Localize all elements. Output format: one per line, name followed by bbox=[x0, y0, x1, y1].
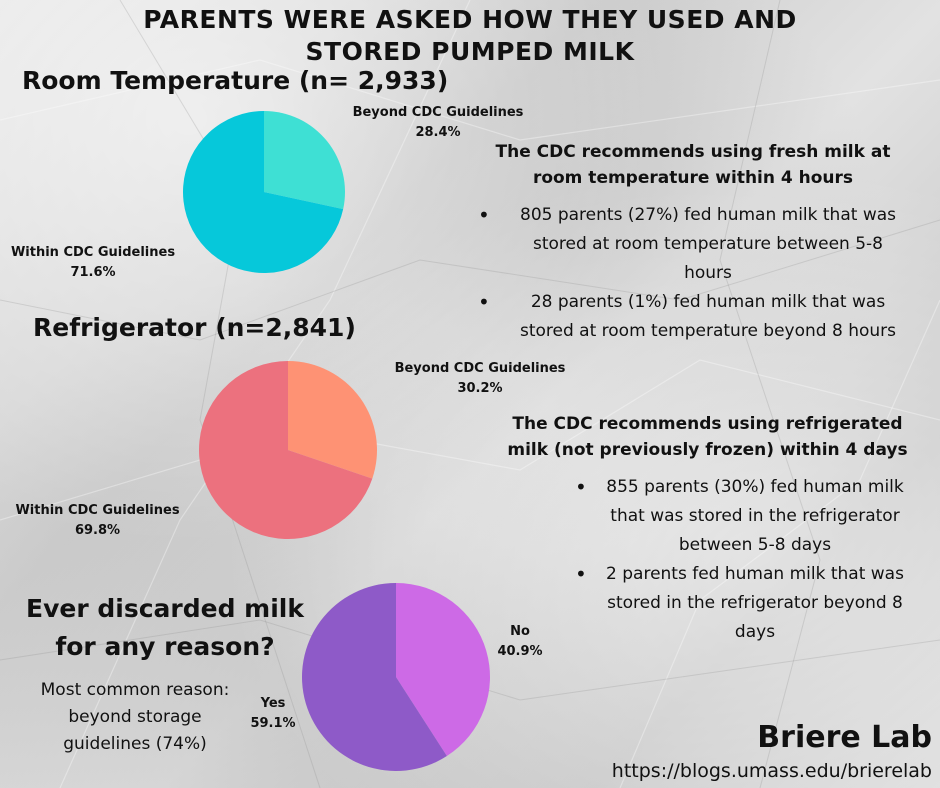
refrigerator-beyond-slice bbox=[288, 361, 377, 479]
discard-yes-slice bbox=[301, 583, 447, 771]
refrigerator-recommendation: The CDC recommends using refrigerated mi… bbox=[507, 414, 908, 460]
main-title-line-1: PARENTS WERE ASKED HOW THEY USED AND bbox=[143, 5, 797, 34]
refrigerator-within-slice bbox=[199, 361, 373, 539]
discard-question-line-1: Ever discarded milk bbox=[26, 594, 304, 623]
discard-reason: Most common reason: beyond storage guide… bbox=[40, 680, 230, 754]
refrigerator-title: Refrigerator (n=2,841) bbox=[33, 313, 356, 342]
refrigerator-beyond-label-text: Beyond CDC Guidelines bbox=[394, 361, 566, 376]
room-temp-beyond-label-text: Beyond CDC Guidelines bbox=[352, 105, 524, 120]
discard-yes-label: Yes 59.1% bbox=[245, 694, 301, 734]
refrigerator-within-value: 69.8% bbox=[74, 523, 121, 538]
refrigerator-beyond-label: Beyond CDC Guidelines 30.2% bbox=[380, 359, 580, 399]
room-temp-beyond-slice bbox=[264, 111, 345, 210]
room-temp-within-value: 71.6% bbox=[70, 265, 116, 280]
discard-no-slice bbox=[396, 583, 490, 757]
room-temp-recommendation-block: The CDC recommends using fresh milk at r… bbox=[478, 139, 908, 346]
discard-yes-label-text: Yes bbox=[260, 696, 286, 711]
room-temp-title: Room Temperature (n= 2,933) bbox=[22, 66, 449, 95]
lab-name: Briere Lab bbox=[757, 720, 932, 755]
lab-url[interactable]: https://blogs.umass.edu/brierelab bbox=[611, 760, 932, 782]
refrigerator-bullet-list: 855 parents (30%) fed human milk that wa… bbox=[575, 473, 905, 647]
room-temp-beyond-label: Beyond CDC Guidelines 28.4% bbox=[338, 103, 538, 143]
main-title: PARENTS WERE ASKED HOW THEY USED AND STO… bbox=[0, 4, 940, 68]
refrigerator-within-label-text: Within CDC Guidelines bbox=[15, 503, 180, 518]
room-temp-bullet-1: 805 parents (27%) fed human milk that wa… bbox=[478, 201, 908, 288]
room-temp-within-label-text: Within CDC Guidelines bbox=[10, 245, 176, 260]
refrigerator-within-label: Within CDC Guidelines 69.8% bbox=[5, 501, 190, 541]
refrigerator-bullet-1: 855 parents (30%) fed human milk that wa… bbox=[575, 473, 905, 560]
discard-no-value: 40.9% bbox=[497, 644, 543, 659]
room-temp-recommendation: The CDC recommends using fresh milk at r… bbox=[495, 142, 891, 188]
discard-question-line-2: for any reason? bbox=[55, 632, 275, 661]
main-title-line-2: STORED PUMPED MILK bbox=[305, 37, 635, 66]
room-temp-bullet-list: 805 parents (27%) fed human milk that wa… bbox=[478, 201, 908, 346]
discard-no-label: No 40.9% bbox=[490, 622, 550, 662]
refrigerator-bullet-2: 2 parents fed human milk that was stored… bbox=[575, 560, 905, 647]
discard-question: Ever discarded milk for any reason? bbox=[10, 590, 320, 666]
discard-no-label-text: No bbox=[510, 624, 530, 639]
room-temp-beyond-value: 28.4% bbox=[415, 125, 461, 140]
refrigerator-recommendation-block: The CDC recommends using refrigerated mi… bbox=[500, 411, 915, 647]
room-temp-bullet-2: 28 parents (1%) fed human milk that was … bbox=[478, 288, 908, 346]
refrigerator-beyond-value: 30.2% bbox=[457, 381, 503, 396]
room-temp-within-label: Within CDC Guidelines 71.6% bbox=[3, 243, 183, 283]
discard-yes-value: 59.1% bbox=[250, 716, 296, 731]
room-temp-within-slice bbox=[183, 111, 344, 274]
